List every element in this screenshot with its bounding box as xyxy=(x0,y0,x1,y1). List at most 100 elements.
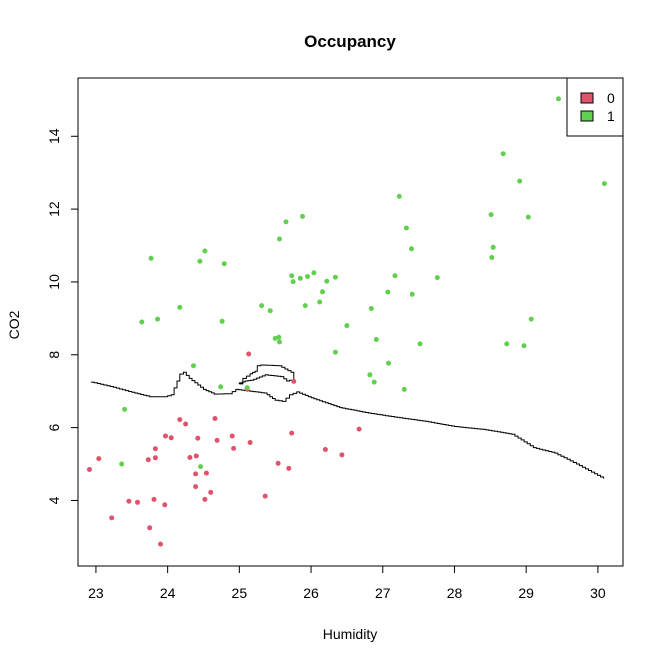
point-class-0 xyxy=(202,496,208,502)
x-tick-label: 24 xyxy=(160,585,176,601)
point-class-1 xyxy=(297,275,303,281)
point-class-1 xyxy=(504,341,510,347)
point-class-1 xyxy=(191,363,196,369)
point-class-1 xyxy=(396,193,402,199)
point-class-1 xyxy=(332,349,338,355)
y-tick-label: 6 xyxy=(46,424,62,432)
x-axis: 23 24 25 26 27 28 29 30 xyxy=(88,565,606,601)
point-class-1 xyxy=(219,318,225,324)
point-class-0 xyxy=(291,378,297,384)
point-class-1 xyxy=(267,308,273,314)
point-class-1 xyxy=(490,244,496,250)
plot-frame xyxy=(77,77,624,567)
point-class-1 xyxy=(244,385,250,391)
point-class-0 xyxy=(262,493,268,499)
point-class-0 xyxy=(322,447,328,452)
point-class-0 xyxy=(246,351,252,357)
point-class-0 xyxy=(145,457,151,463)
point-class-1 xyxy=(290,279,296,285)
point-class-1 xyxy=(197,258,203,264)
x-tick-label: 23 xyxy=(88,585,104,601)
point-class-0 xyxy=(214,437,220,443)
point-class-0 xyxy=(212,416,218,421)
point-class-0 xyxy=(152,455,158,461)
point-class-0 xyxy=(193,453,199,459)
point-class-1 xyxy=(528,316,534,322)
point-class-1 xyxy=(417,341,423,347)
point-class-0 xyxy=(152,446,158,452)
point-class-1 xyxy=(367,372,373,378)
data-points xyxy=(87,96,607,547)
point-class-0 xyxy=(126,498,132,504)
point-class-1 xyxy=(221,261,227,267)
point-class-1 xyxy=(283,219,289,225)
x-tick-label: 30 xyxy=(590,585,606,601)
point-class-1 xyxy=(119,461,125,467)
point-class-1 xyxy=(148,255,154,261)
point-class-1 xyxy=(373,337,379,342)
point-class-0 xyxy=(289,430,295,436)
y-tick-label: 4 xyxy=(46,496,62,504)
legend-swatch xyxy=(580,110,594,122)
x-tick-label: 27 xyxy=(375,585,391,601)
point-class-0 xyxy=(247,440,253,445)
point-class-1 xyxy=(601,181,607,187)
point-class-1 xyxy=(368,306,374,311)
legend-box xyxy=(566,77,624,137)
point-class-1 xyxy=(401,386,407,392)
point-class-0 xyxy=(151,496,157,502)
y-tick-label: 8 xyxy=(46,351,62,359)
point-class-1 xyxy=(392,273,398,279)
point-class-1 xyxy=(525,214,531,220)
point-class-0 xyxy=(177,417,183,423)
point-class-0 xyxy=(87,467,92,472)
point-class-1 xyxy=(386,360,391,366)
point-class-0 xyxy=(168,435,174,441)
point-class-0 xyxy=(158,541,163,547)
point-class-1 xyxy=(276,334,282,340)
point-class-0 xyxy=(163,433,168,439)
x-axis-label: Humidity xyxy=(323,626,377,642)
point-class-1 xyxy=(122,406,128,412)
point-class-1 xyxy=(517,178,523,184)
point-class-1 xyxy=(139,319,145,325)
chart-title: Occupancy xyxy=(304,32,396,51)
point-class-0 xyxy=(231,445,237,451)
point-class-1 xyxy=(311,270,317,276)
y-tick-label: 14 xyxy=(46,128,62,144)
point-class-0 xyxy=(96,456,102,462)
boundary-island xyxy=(238,364,295,385)
point-class-0 xyxy=(229,433,235,439)
point-class-1 xyxy=(489,255,495,260)
point-class-0 xyxy=(339,452,345,458)
y-tick-label: 12 xyxy=(46,201,62,217)
point-class-1 xyxy=(488,212,494,218)
point-class-1 xyxy=(277,236,282,242)
legend-label: 1 xyxy=(607,108,615,124)
point-class-0 xyxy=(286,465,292,471)
point-class-1 xyxy=(409,291,415,297)
point-class-1 xyxy=(198,464,204,470)
point-class-1 xyxy=(202,248,208,254)
point-class-1 xyxy=(332,274,338,280)
point-class-0 xyxy=(109,515,115,521)
point-class-1 xyxy=(305,274,310,279)
x-tick-label: 28 xyxy=(447,585,463,601)
point-class-1 xyxy=(289,273,295,279)
point-class-0 xyxy=(208,489,214,495)
legend: 01 xyxy=(566,77,624,137)
point-class-1 xyxy=(556,96,561,102)
x-tick-label: 26 xyxy=(303,585,319,601)
y-axis-label: CO2 xyxy=(6,310,22,339)
point-class-1 xyxy=(177,304,183,310)
point-class-1 xyxy=(300,213,305,219)
point-class-0 xyxy=(193,471,199,477)
point-class-0 xyxy=(275,460,281,466)
point-class-0 xyxy=(162,502,168,508)
x-tick-label: 29 xyxy=(518,585,534,601)
point-class-1 xyxy=(324,278,330,284)
y-axis: 4 6 8 10 12 14 xyxy=(46,128,79,504)
y-tick-label: 10 xyxy=(46,274,62,290)
legend-label: 0 xyxy=(607,90,615,106)
point-class-1 xyxy=(218,384,224,390)
